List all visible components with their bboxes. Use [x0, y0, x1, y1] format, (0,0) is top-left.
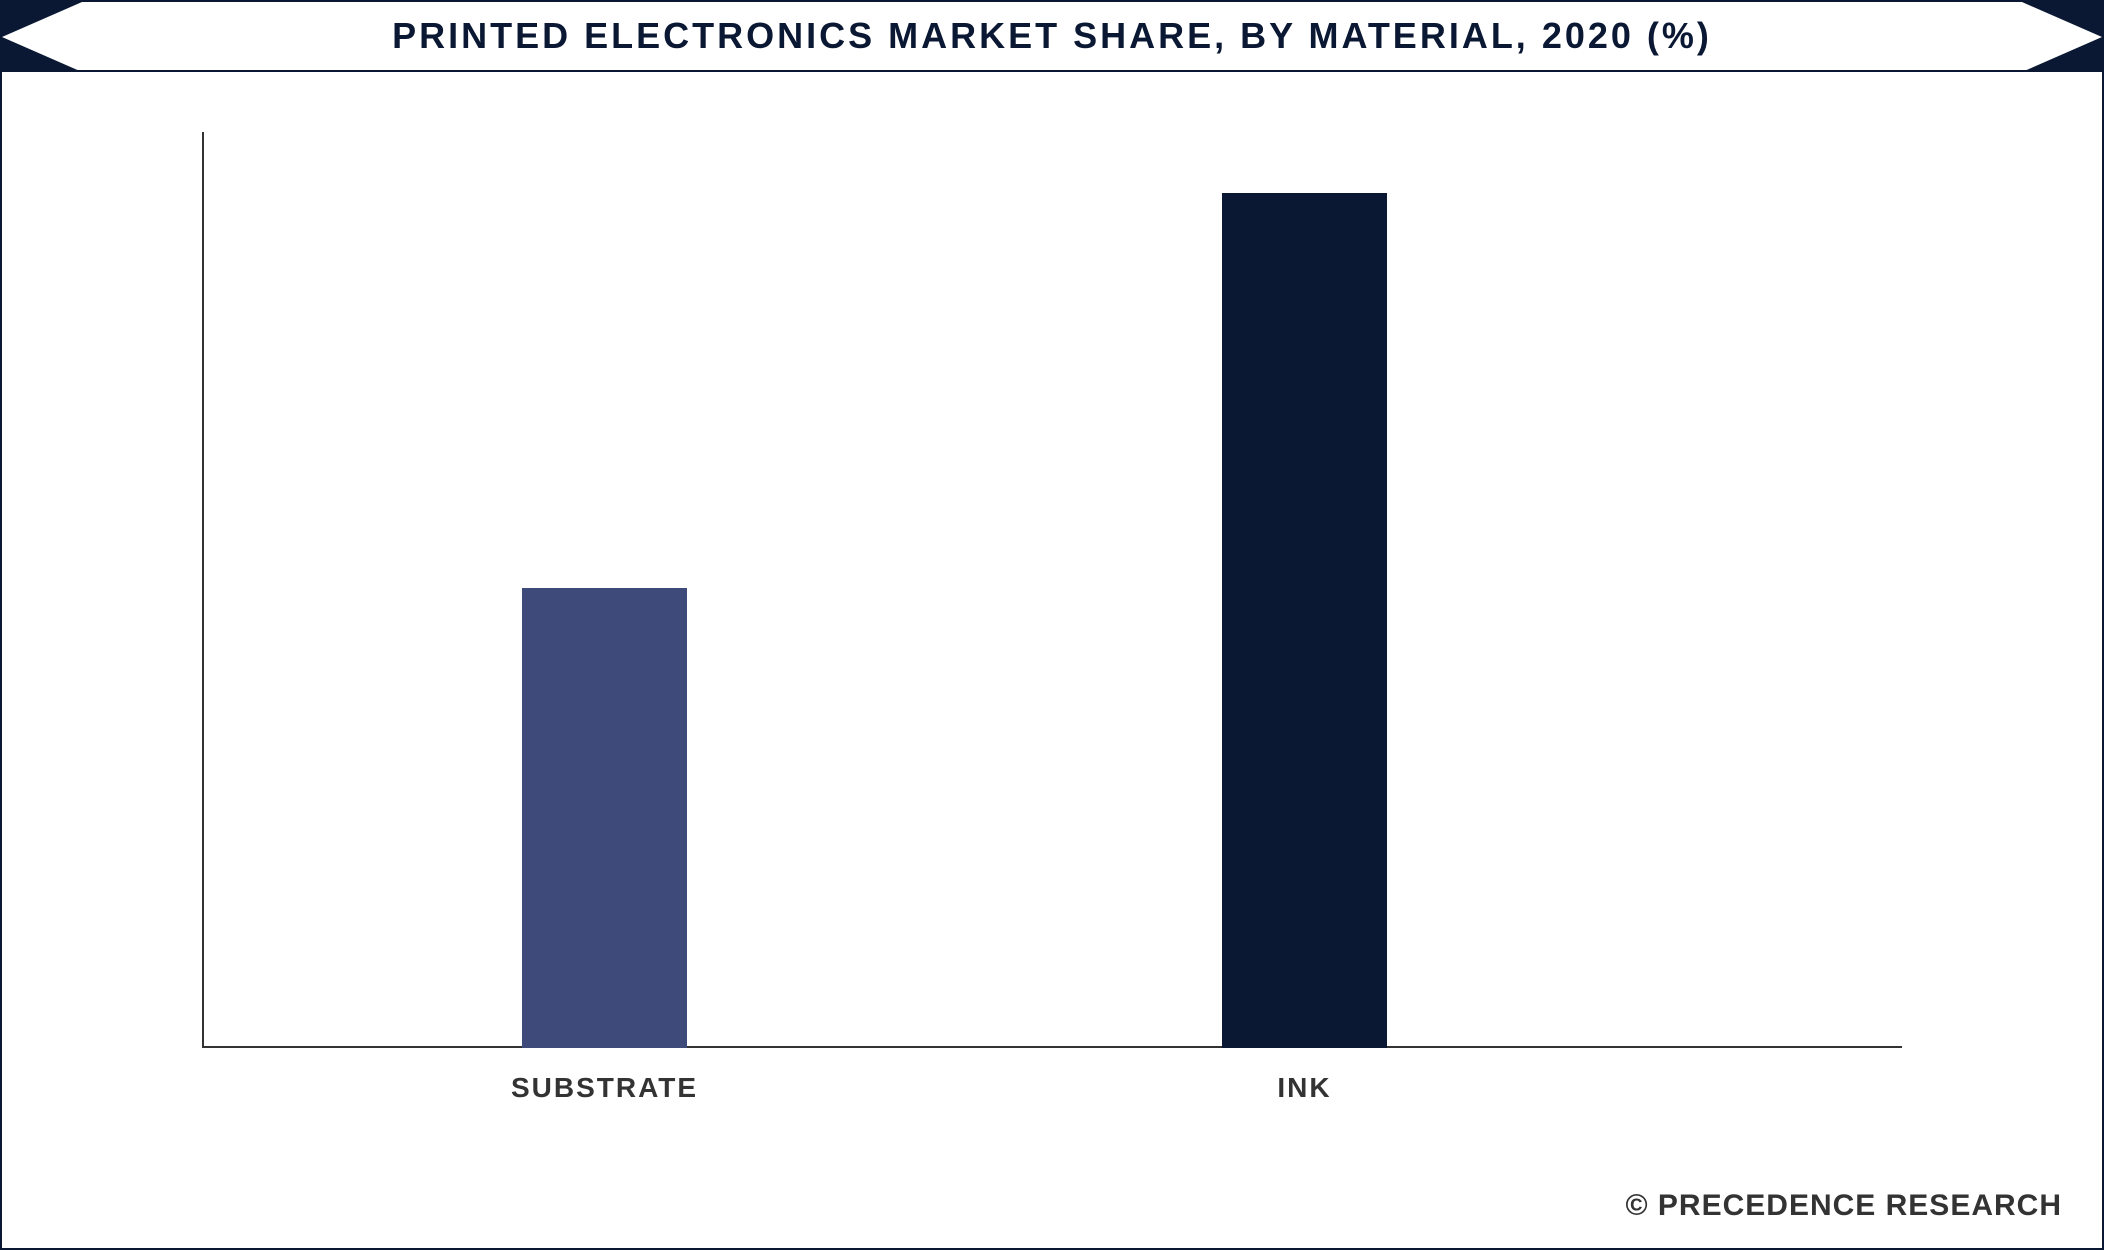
- plot-area: SUBSTRATEINK: [202, 132, 1902, 1048]
- chart-title: PRINTED ELECTRONICS MARKET SHARE, BY MAT…: [392, 15, 1712, 57]
- bar-label-substrate: SUBSTRATE: [472, 1072, 737, 1104]
- title-bar: PRINTED ELECTRONICS MARKET SHARE, BY MAT…: [2, 2, 2102, 72]
- corner-decoration-left: [2, 2, 82, 72]
- y-axis: [202, 132, 204, 1048]
- bar-label-ink: INK: [1172, 1072, 1437, 1104]
- chart-container: PRINTED ELECTRONICS MARKET SHARE, BY MAT…: [0, 0, 2104, 1250]
- corner-decoration-right: [2022, 2, 2102, 72]
- bar-substrate: [522, 588, 687, 1048]
- x-axis: [202, 1046, 1902, 1048]
- bar-ink: [1222, 193, 1387, 1048]
- attribution-text: © PRECEDENCE RESEARCH: [1625, 1189, 2062, 1223]
